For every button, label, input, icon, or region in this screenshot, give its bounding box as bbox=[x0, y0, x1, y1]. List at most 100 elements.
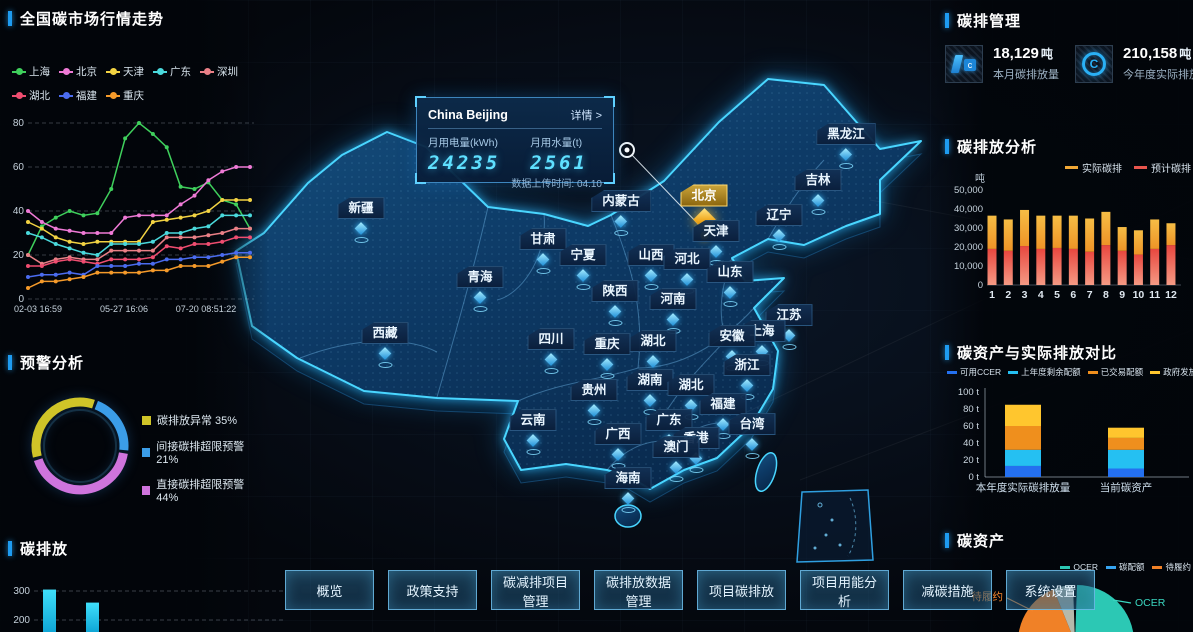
legend-dot-marker bbox=[204, 68, 211, 75]
province-label-pin[interactable]: 广东 bbox=[645, 409, 693, 455]
province-label-pin[interactable]: 广西 bbox=[594, 423, 642, 469]
trend-legend-item[interactable]: 广东 bbox=[153, 64, 191, 79]
trend-legend-item[interactable]: 重庆 bbox=[106, 88, 144, 103]
province-label-pin[interactable]: 重庆 bbox=[583, 333, 631, 379]
pin-diamond-icon bbox=[621, 492, 635, 505]
legend-dash-marker bbox=[947, 370, 957, 374]
data-point bbox=[178, 202, 183, 207]
province-label-pin[interactable]: 西藏 bbox=[361, 322, 409, 368]
legend-label: 广东 bbox=[170, 66, 191, 78]
trend-legend-item[interactable]: 湖北 bbox=[12, 88, 50, 103]
stacked-bar-segment bbox=[1005, 449, 1041, 466]
donut-segment-2[interactable] bbox=[33, 452, 128, 495]
warning-donut-chart bbox=[31, 397, 129, 495]
title-accent-bar bbox=[8, 11, 12, 26]
data-point bbox=[192, 187, 197, 191]
data-point bbox=[206, 255, 211, 260]
province-label-pin[interactable]: 四川 bbox=[527, 328, 575, 374]
axis-label: 5 bbox=[1054, 289, 1060, 301]
province-label-pin[interactable]: 湖南 bbox=[626, 369, 674, 415]
nav-button-8[interactable]: 系统设置 bbox=[1006, 570, 1095, 610]
legend-dash-marker bbox=[1105, 565, 1116, 569]
trend-legend-item[interactable]: 深圳 bbox=[200, 64, 238, 79]
axis-label: 9 bbox=[1119, 289, 1125, 301]
trend-legend-item[interactable]: 福建 bbox=[59, 88, 97, 103]
province-label-pin[interactable]: 台湾 bbox=[728, 413, 776, 459]
data-point bbox=[123, 242, 128, 246]
province-label-pin[interactable]: 山东 bbox=[706, 261, 754, 307]
nav-button-4[interactable]: 碳排放数据管理 bbox=[594, 570, 683, 610]
province-label-pin[interactable]: 浙江 bbox=[723, 354, 771, 400]
data-point bbox=[234, 255, 239, 260]
nav-button-3[interactable]: 碳减排项目管理 bbox=[491, 570, 580, 610]
legend-label: 政府发放剩余配额 bbox=[1163, 367, 1193, 377]
province-label-pin[interactable]: 黑龙江 bbox=[816, 123, 876, 169]
province-label-pin[interactable]: 宁夏 bbox=[559, 244, 607, 290]
tooltip-field-value: 24235 bbox=[428, 152, 501, 174]
province-label-pin[interactable]: 新疆 bbox=[337, 197, 385, 243]
trend-legend-item[interactable]: 天津 bbox=[106, 64, 144, 79]
data-point bbox=[39, 272, 44, 277]
emission-analysis-title: 碳排放分析 bbox=[957, 139, 1038, 156]
province-label-pin[interactable]: 湖北 bbox=[629, 330, 677, 376]
comparison-legend-item[interactable]: 可用CCER bbox=[947, 366, 1001, 378]
province-label-pin[interactable]: 陕西 bbox=[591, 280, 639, 326]
nav-button-6[interactable]: 项目用能分析 bbox=[800, 570, 889, 610]
comparison-legend-item[interactable]: 上年度剩余配额 bbox=[1008, 366, 1081, 378]
province-label-pin[interactable]: 澳门 bbox=[652, 436, 700, 482]
asset-legend-item[interactable]: 碳配额 bbox=[1105, 561, 1144, 573]
data-point bbox=[234, 213, 239, 218]
legend-label: 上海 bbox=[29, 66, 50, 78]
province-label-pin[interactable]: 天津 bbox=[692, 220, 740, 266]
province-label-pin[interactable]: 海南 bbox=[604, 467, 652, 513]
comparison-legend-item[interactable]: 已交易配额 bbox=[1087, 366, 1143, 378]
data-point bbox=[67, 228, 72, 233]
asset-legend-item[interactable]: 待履约 bbox=[1152, 561, 1191, 573]
province-name: 澳门 bbox=[652, 436, 700, 458]
pin-diamond-icon bbox=[839, 148, 853, 161]
taiwan-island[interactable] bbox=[751, 450, 780, 494]
nav-button-7[interactable]: 减碳措施 bbox=[903, 570, 992, 610]
province-label-pin[interactable]: 安徽 bbox=[708, 325, 756, 371]
province-label-pin[interactable]: 贵州 bbox=[570, 379, 618, 425]
emission-analysis-legend: 实际碳排 预计碳排 bbox=[1065, 160, 1191, 175]
bar-predicted bbox=[987, 248, 997, 285]
nav-button-5[interactable]: 项目碳排放 bbox=[697, 570, 786, 610]
stat-value: 210,158 吨 bbox=[1123, 45, 1192, 62]
analysis-legend-item[interactable]: 实际碳排 bbox=[1065, 160, 1122, 175]
data-point bbox=[123, 257, 128, 262]
axis-label: 0 bbox=[978, 280, 983, 291]
warning-legend-item[interactable]: 直接碳排超限预警 44% bbox=[142, 476, 260, 504]
province-label-pin[interactable]: 甘肃 bbox=[519, 228, 567, 274]
province-label-pin[interactable]: 福建 bbox=[699, 393, 747, 439]
province-label-pin[interactable]: 吉林 bbox=[794, 169, 842, 215]
province-label-pin[interactable]: 青海 bbox=[456, 266, 504, 312]
province-label-pin[interactable]: 辽宁 bbox=[755, 204, 803, 250]
warning-legend-item[interactable]: 碳排放异常 35% bbox=[142, 412, 260, 428]
data-point bbox=[248, 165, 252, 169]
analysis-legend-item[interactable]: 预计碳排 bbox=[1134, 160, 1191, 175]
map-pin-icon bbox=[543, 353, 558, 374]
nav-button-1[interactable]: 概览 bbox=[285, 570, 374, 610]
province-label-pin[interactable]: 内蒙古 bbox=[591, 190, 651, 236]
pin-diamond-icon bbox=[680, 273, 694, 286]
province-label-pin[interactable]: 山西 bbox=[627, 244, 675, 290]
warning-legend-item[interactable]: 间接碳排超限预警 21% bbox=[142, 438, 260, 466]
data-point bbox=[164, 257, 169, 262]
emission-bar bbox=[43, 589, 56, 632]
panel-title: 碳资产与实际排放对比 bbox=[945, 342, 1193, 363]
legend-dot-marker bbox=[157, 68, 164, 75]
pin-diamond-icon bbox=[772, 229, 786, 242]
tooltip-details-link[interactable]: 详情 > bbox=[570, 110, 602, 122]
data-point bbox=[150, 248, 155, 253]
province-name: 山东 bbox=[706, 261, 754, 283]
trend-legend-item[interactable]: 上海 bbox=[12, 64, 50, 79]
axis-label: 60 bbox=[13, 162, 25, 173]
province-label-pin[interactable]: 河南 bbox=[649, 288, 697, 334]
comparison-legend-item[interactable]: 政府发放剩余配额 bbox=[1150, 366, 1193, 378]
province-label-pin[interactable]: 云南 bbox=[509, 409, 557, 455]
trend-legend-item[interactable]: 北京 bbox=[59, 64, 97, 79]
nav-button-2[interactable]: 政策支持 bbox=[388, 570, 477, 610]
data-point bbox=[123, 215, 128, 220]
